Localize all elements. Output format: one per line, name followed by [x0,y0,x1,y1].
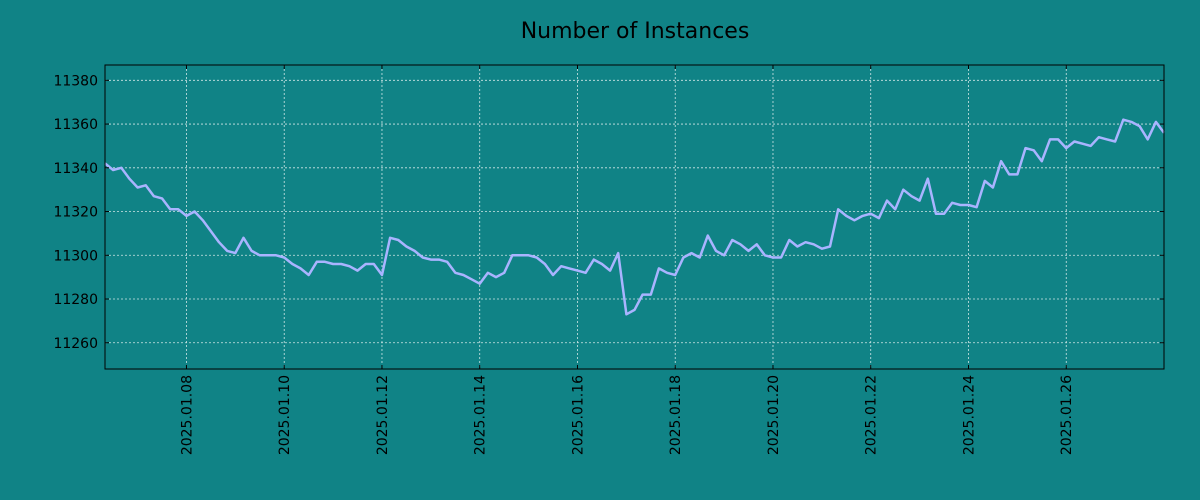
x-tick-label: 2025.01.14 [473,375,489,455]
chart-title: Number of Instances [521,19,750,44]
x-tick-label: 2025.01.10 [277,375,293,455]
x-tick-label: 2025.01.22 [864,375,880,455]
ticks: 11260 11280 11300 11320 11340 11360 11380 2025.… [53,65,1164,455]
x-tick-label: 2025.01.20 [766,375,782,455]
plot-frame [104,64,1165,370]
y-tick-label: 11280 [53,292,98,308]
series-line [104,118,1166,316]
y-tick-label: 11340 [53,161,98,177]
series-layer [104,118,1166,316]
x-tick-label: 2025.01.24 [961,375,977,455]
x-tick-label: 2025.01.12 [375,375,391,455]
y-tick-label: 11380 [53,73,98,89]
x-tick-label: 2025.01.18 [668,375,684,455]
y-tick-label: 11360 [53,117,98,133]
x-tick-label: 2025.01.08 [179,375,195,455]
x-tick-label: 2025.01.16 [570,375,586,455]
y-tick-label: 11320 [53,205,98,221]
grid [105,65,1164,369]
y-tick-label: 11300 [53,248,98,264]
y-tick-label: 11260 [53,336,98,352]
x-tick-label: 2025.01.26 [1059,375,1075,455]
